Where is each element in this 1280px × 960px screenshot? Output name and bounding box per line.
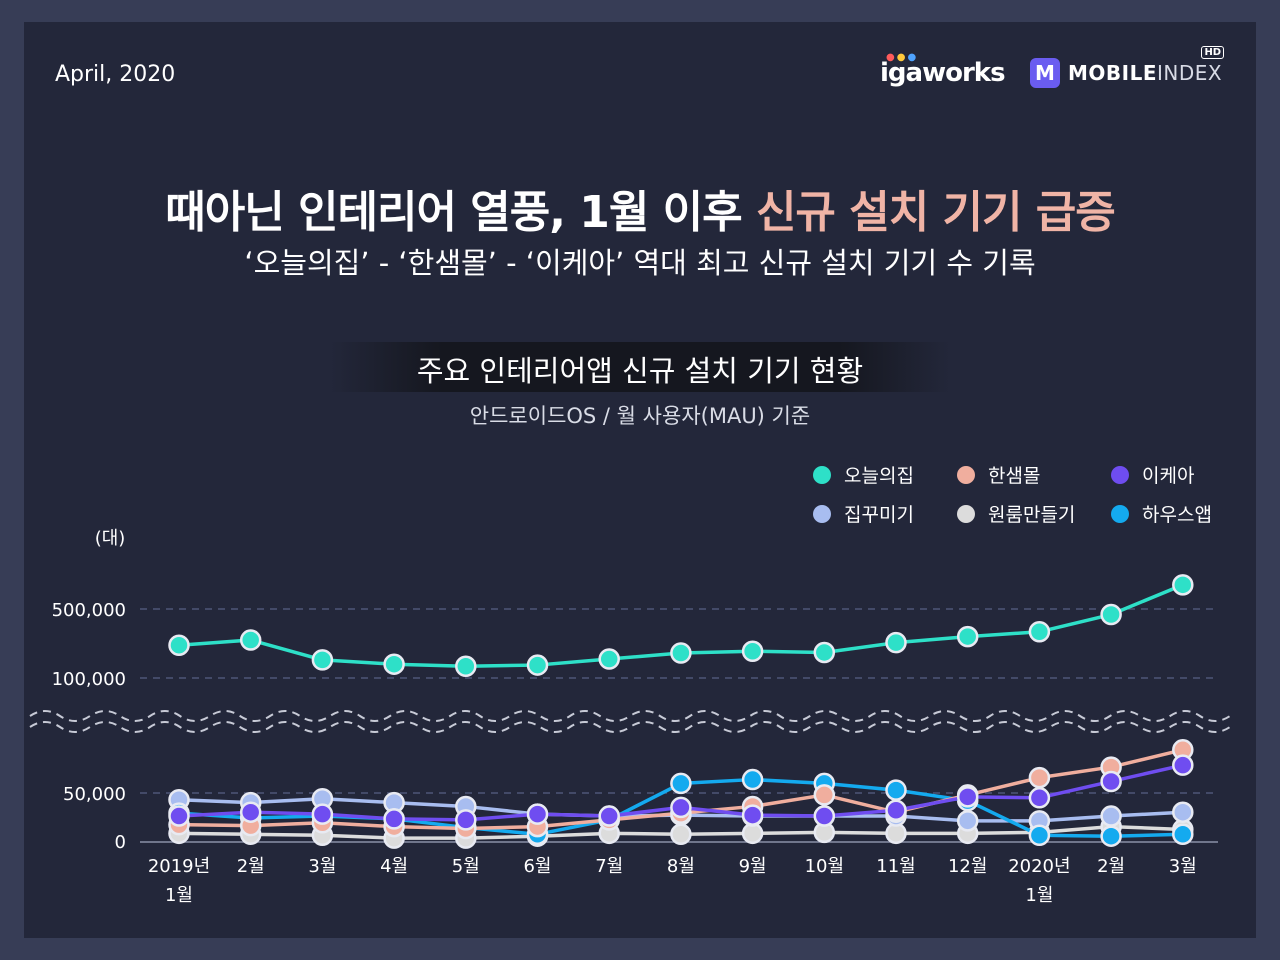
x-tick-label: 2월 [1097, 856, 1125, 877]
data-point-ohouse [1028, 621, 1051, 643]
data-point-ikea [526, 803, 549, 825]
data-point-ohouse [598, 648, 620, 670]
data-point-houseapp [1028, 824, 1051, 846]
data-point-ohouse [168, 634, 190, 656]
infographic-panel [24, 22, 1256, 938]
mobileindex-logo-bold: MOBILE [1068, 61, 1157, 85]
legend-label-ohouse: 오늘의집 [844, 465, 914, 487]
data-point-ikea [670, 796, 692, 819]
data-point-ikea [1028, 787, 1051, 809]
legend-marker-oneroom [957, 505, 975, 523]
y-tick-label: 50,000 [63, 784, 126, 805]
data-point-ikea [383, 808, 405, 830]
x-tick-label: 2020년 [1008, 856, 1070, 877]
headline-main: 때아닌 인테리어 열풍, 1월 이후 [165, 187, 756, 238]
axis-break-line [29, 710, 1231, 722]
data-point-ikea [1100, 770, 1122, 793]
x-tick-label: 9월 [739, 856, 767, 877]
data-point-ikea [741, 804, 764, 826]
x-tick-label: 3월 [308, 856, 336, 877]
data-point-houseapp [1100, 825, 1122, 847]
igaworks-logo-text: igaworks [880, 58, 1006, 88]
x-tick-label: 10월 [805, 856, 844, 877]
legend-marker-hanssem [957, 466, 975, 484]
data-point-ohouse [741, 640, 764, 663]
data-point-ikea [598, 805, 620, 827]
data-point-ohouse [956, 625, 979, 648]
data-point-ohouse [526, 654, 549, 676]
data-point-ohouse [239, 629, 262, 651]
data-point-ikea [239, 801, 262, 823]
x-tick-label: 6월 [523, 856, 551, 877]
x-tick-label: 5월 [452, 856, 480, 877]
legend-marker-jipggumigi [813, 505, 831, 523]
chart-title-background [330, 342, 950, 392]
x-tick-label: 4월 [380, 856, 408, 877]
data-point-houseapp [1172, 823, 1194, 846]
chart-title: 주요 인테리어앱 신규 설치 기기 현황 [416, 354, 864, 388]
data-point-ikea [455, 809, 477, 831]
x-tick-label: 11월 [876, 856, 915, 877]
data-point-houseapp [741, 768, 764, 791]
igaworks-logo-dots: ●●● [886, 52, 919, 63]
legend-label-houseapp: 하우스앱 [1142, 504, 1212, 526]
legend-marker-ikea [1111, 466, 1129, 484]
report-date: April, 2020 [55, 62, 176, 87]
x-tick-label: 2019년 [148, 856, 210, 877]
x-tick-label: 2월 [237, 856, 265, 877]
data-point-ohouse [383, 653, 405, 675]
x-tick-label: 7월 [595, 856, 623, 877]
data-point-hanssem [813, 784, 836, 806]
data-point-ikea [885, 799, 907, 822]
x-tick-label: 1월 [1025, 885, 1053, 906]
headline-highlight: 신규 설치 기기 급증 [755, 187, 1116, 238]
data-point-ikea [1172, 754, 1194, 776]
data-point-houseapp [670, 772, 692, 795]
data-point-ikea [813, 805, 836, 827]
data-point-ikea [956, 786, 979, 808]
data-point-ohouse [1100, 603, 1122, 626]
y-tick-label: 0 [115, 832, 126, 853]
data-point-oneroom [670, 823, 692, 846]
data-point-ikea [311, 803, 334, 825]
legend-label-oneroom: 원룸만들기 [988, 504, 1075, 526]
legend-label-hanssem: 한샘몰 [988, 465, 1040, 487]
data-point-jipggumigi [1172, 801, 1194, 823]
data-point-jipggumigi [956, 810, 979, 832]
mobileindex-logo: M MOBILE INDEX HD [1030, 46, 1225, 88]
data-point-jipggumigi [1100, 805, 1122, 827]
igaworks-logo: ●●● igaworks [880, 52, 1006, 88]
x-tick-label: 12월 [948, 856, 987, 877]
data-point-ohouse [813, 641, 836, 664]
mobileindex-logo-icon: M [1030, 58, 1060, 88]
y-axis-unit-label: (대) [95, 528, 126, 549]
chart-subtitle: 안드로이드OS / 월 사용자(MAU) 기준 [469, 404, 811, 428]
headline: 때아닌 인테리어 열풍, 1월 이후 신규 설치 기기 급증 [0, 176, 1280, 240]
legend-marker-houseapp [1111, 505, 1129, 523]
mobileindex-hd-badge: HD [1201, 46, 1225, 59]
legend-marker-ohouse [813, 466, 831, 484]
data-point-ohouse [455, 655, 477, 678]
data-point-ikea [168, 805, 190, 827]
data-point-houseapp [885, 779, 907, 801]
x-tick-label: 8월 [667, 856, 695, 877]
y-tick-label: 500,000 [52, 600, 126, 621]
data-point-ohouse [885, 631, 907, 654]
data-point-ohouse [311, 649, 334, 671]
y-tick-label: 100,000 [52, 669, 126, 690]
mobileindex-logo-light: INDEX [1157, 61, 1223, 85]
x-tick-label: 1월 [165, 885, 193, 906]
data-point-ohouse [1172, 574, 1194, 596]
headline-subtitle: ‘오늘의집’ - ‘한샘몰’ - ‘이케아’ 역대 최고 신규 설치 기기 수 … [244, 246, 1036, 280]
legend-label-ikea: 이케아 [1142, 465, 1194, 487]
data-point-ohouse [670, 642, 692, 664]
axis-break-line [29, 721, 1231, 733]
legend-label-jipggumigi: 집꾸미기 [844, 504, 914, 526]
x-tick-label: 3월 [1169, 856, 1197, 877]
data-point-hanssem [1028, 766, 1051, 789]
